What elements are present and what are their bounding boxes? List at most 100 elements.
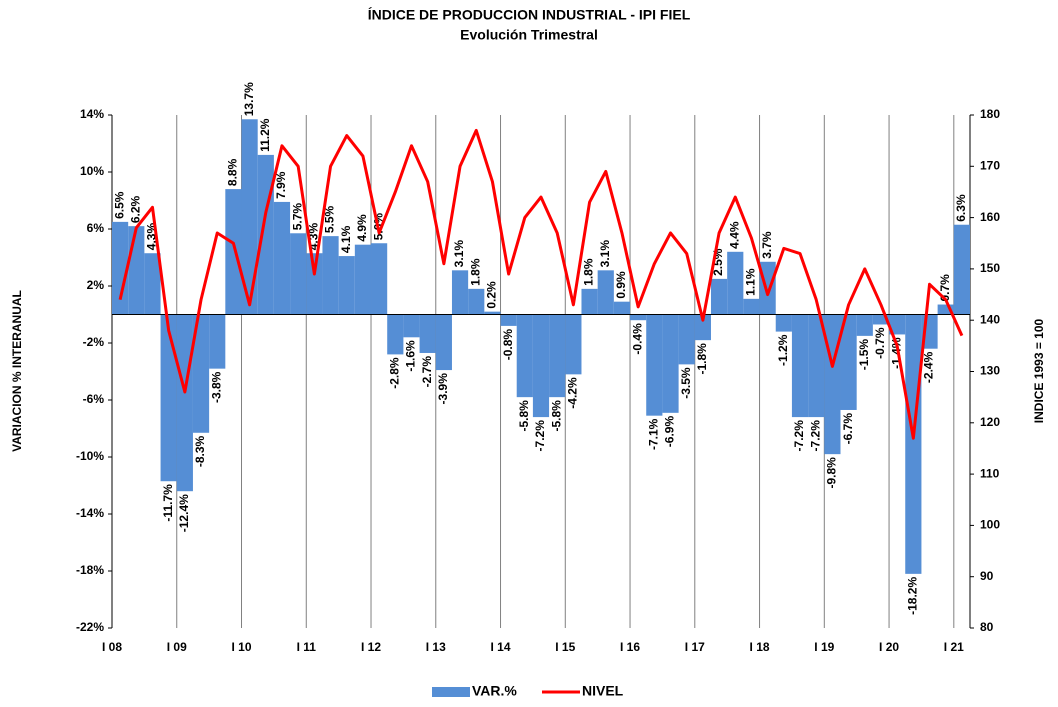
y2-tick-label: 130 (980, 364, 1000, 378)
x-tick-label: I 16 (620, 640, 640, 654)
bar (112, 221, 129, 315)
bar (435, 314, 452, 371)
y-axis-title: VARIACION % INTERANUAL (10, 290, 24, 452)
data-label: -7.2% (808, 420, 822, 452)
y2-tick-label: 150 (980, 261, 1000, 275)
legend-label: NIVEL (582, 683, 624, 699)
bar (160, 314, 177, 482)
bar (856, 314, 873, 336)
y2-tick-label: 100 (980, 518, 1000, 532)
data-label: 4.1% (339, 225, 353, 253)
legend-label: VAR.% (472, 683, 517, 699)
bar (209, 314, 226, 369)
bar (273, 201, 291, 315)
y2-tick-label: 90 (980, 569, 994, 583)
y-tick-label: -2% (83, 335, 105, 349)
x-tick-label: I 13 (426, 640, 446, 654)
bar (484, 311, 501, 315)
bar (403, 314, 420, 338)
data-label: 0.2% (485, 281, 499, 309)
bar (306, 253, 323, 315)
bar (565, 314, 582, 375)
data-label: 3.1% (598, 240, 612, 268)
data-label: -11.7% (161, 484, 175, 522)
data-label: 3.7% (760, 231, 774, 259)
data-label: 6.2% (128, 195, 142, 223)
bar (176, 314, 193, 492)
bar (727, 251, 744, 315)
bar (549, 314, 566, 398)
bar (905, 314, 922, 574)
data-label: -2.7% (420, 356, 434, 388)
data-label: 6.5% (112, 191, 126, 219)
bar (613, 301, 631, 315)
bar (840, 314, 857, 410)
bar (192, 314, 210, 433)
y-tick-label: 10% (80, 164, 104, 178)
data-label: -9.8% (825, 457, 839, 489)
legend-swatch (432, 687, 470, 697)
data-label: 7.9% (274, 171, 288, 199)
data-label: 1.8% (468, 258, 482, 286)
y2-axis-title: INDICE 1993 = 100 (1032, 318, 1046, 423)
bar (710, 278, 728, 315)
bar (516, 314, 533, 398)
data-label: 6.3% (954, 194, 968, 222)
data-label: -1.8% (695, 343, 709, 375)
data-label: -7.2% (533, 420, 547, 452)
bar (743, 298, 760, 315)
data-label: 0.9% (614, 271, 628, 299)
y2-tick-label: 170 (980, 158, 1000, 172)
data-label: -0.7% (873, 327, 887, 359)
data-label: -8.3% (193, 435, 207, 467)
x-tick-label: I 20 (879, 640, 899, 654)
bar (451, 270, 469, 315)
chart-title: ÍNDICE DE PRODUCCION INDUSTRIAL - IPI FI… (368, 7, 691, 23)
data-label: -5.8% (549, 400, 563, 432)
bar (791, 314, 809, 418)
y2-tick-label: 80 (980, 620, 994, 634)
data-label: -18.2% (906, 577, 920, 615)
data-label: 1.1% (744, 268, 758, 296)
bar (532, 314, 550, 418)
x-tick-label: I 17 (685, 640, 705, 654)
x-tick-label: I 10 (232, 640, 252, 654)
bar (889, 314, 906, 335)
y2-tick-label: 110 (980, 466, 1000, 480)
bar (597, 270, 614, 315)
data-label: 4.9% (355, 214, 369, 242)
bar (759, 261, 776, 315)
bar (225, 189, 242, 315)
bar (808, 314, 825, 418)
bar (630, 314, 647, 321)
data-label: -4.2% (566, 377, 580, 409)
x-tick-label: I 19 (814, 640, 834, 654)
data-label: -6.9% (663, 416, 677, 448)
bar (144, 253, 161, 315)
bar (646, 314, 663, 416)
bar (937, 304, 954, 315)
x-tick-label: I 12 (361, 640, 381, 654)
data-label: 4.4% (727, 221, 741, 249)
x-tick-label: I 15 (555, 640, 575, 654)
y2-tick-label: 140 (980, 312, 1000, 326)
data-label: -2.8% (387, 357, 401, 389)
data-label: -0.4% (630, 323, 644, 355)
y-tick-label: 14% (80, 107, 104, 121)
data-label: 11.2% (258, 118, 272, 152)
bar (581, 288, 598, 315)
y2-tick-label: 120 (980, 415, 1000, 429)
bar (387, 314, 404, 355)
y-tick-label: -6% (83, 392, 105, 406)
data-label: -6.7% (841, 413, 855, 445)
y-tick-label: 6% (87, 221, 105, 235)
bar (775, 314, 792, 332)
data-label: -7.2% (792, 420, 806, 452)
y-tick-label: -18% (76, 563, 104, 577)
bar (290, 233, 307, 315)
y-tick-label: -14% (76, 506, 104, 520)
bar (371, 243, 388, 315)
data-label: -1.6% (404, 340, 418, 372)
bar (694, 314, 711, 341)
